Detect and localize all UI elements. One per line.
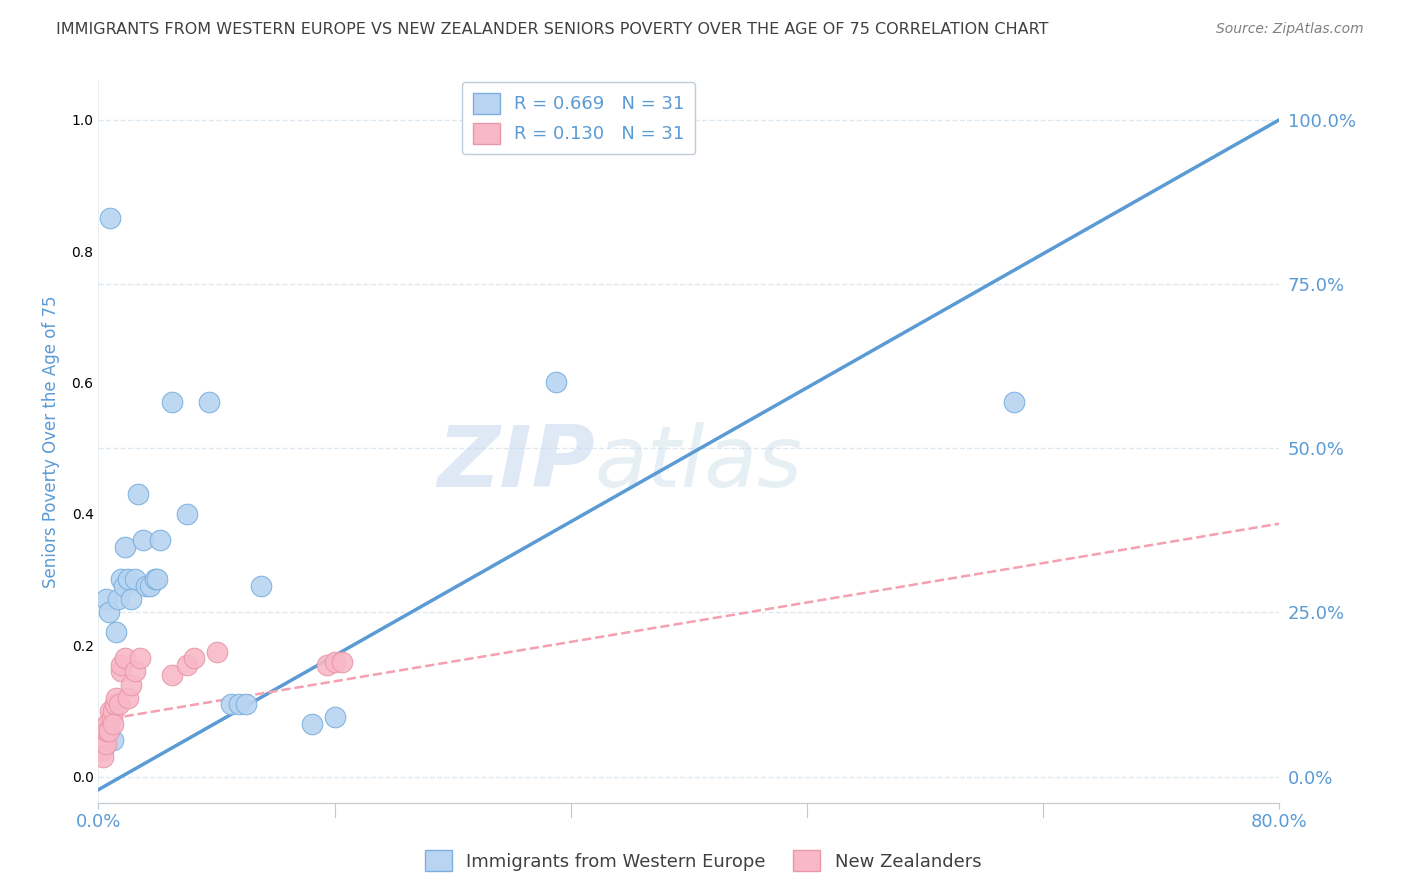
Point xyxy=(97,723,120,738)
Point xyxy=(235,698,257,712)
Point xyxy=(98,704,121,718)
Point xyxy=(124,573,146,587)
Legend: R = 0.669   N = 31, R = 0.130   N = 31: R = 0.669 N = 31, R = 0.130 N = 31 xyxy=(461,82,696,154)
Point xyxy=(93,730,115,744)
Point xyxy=(323,710,346,724)
Point xyxy=(205,645,228,659)
Point xyxy=(198,395,221,409)
Point xyxy=(96,717,118,731)
Point xyxy=(89,743,111,757)
Point xyxy=(546,376,568,390)
Point xyxy=(91,749,114,764)
Text: IMMIGRANTS FROM WESTERN EUROPE VS NEW ZEALANDER SENIORS POVERTY OVER THE AGE OF : IMMIGRANTS FROM WESTERN EUROPE VS NEW ZE… xyxy=(56,22,1049,37)
Point xyxy=(96,723,118,738)
Point xyxy=(301,717,323,731)
Point xyxy=(103,704,125,718)
Point xyxy=(132,533,155,547)
Text: atlas: atlas xyxy=(595,422,803,505)
Point xyxy=(110,665,132,679)
Legend: Immigrants from Western Europe, New Zealanders: Immigrants from Western Europe, New Zeal… xyxy=(418,843,988,879)
Point xyxy=(250,579,273,593)
Text: Source: ZipAtlas.com: Source: ZipAtlas.com xyxy=(1216,22,1364,37)
Point xyxy=(149,533,172,547)
Point xyxy=(128,651,150,665)
Point xyxy=(94,723,117,738)
Point xyxy=(110,573,132,587)
Point xyxy=(108,698,131,712)
Point xyxy=(104,698,127,712)
Text: ZIP: ZIP xyxy=(437,422,595,505)
Point xyxy=(183,651,205,665)
Point xyxy=(143,573,166,587)
Point xyxy=(117,573,139,587)
Point xyxy=(91,743,114,757)
Point xyxy=(1002,395,1025,409)
Point xyxy=(146,573,169,587)
Point xyxy=(323,655,346,669)
Point xyxy=(117,690,139,705)
Point xyxy=(105,690,128,705)
Point xyxy=(139,579,162,593)
Point xyxy=(127,487,149,501)
Point xyxy=(221,698,243,712)
Point xyxy=(98,211,121,226)
Point xyxy=(228,698,250,712)
Point xyxy=(120,677,142,691)
Point xyxy=(94,592,117,607)
Point xyxy=(162,395,183,409)
Point xyxy=(162,667,183,681)
Point xyxy=(112,579,135,593)
Y-axis label: Seniors Poverty Over the Age of 75: Seniors Poverty Over the Age of 75 xyxy=(42,295,60,588)
Point xyxy=(105,625,128,640)
Point xyxy=(114,651,136,665)
Point xyxy=(135,579,157,593)
Point xyxy=(110,657,132,672)
Point xyxy=(97,605,120,619)
Point xyxy=(316,657,339,672)
Point xyxy=(124,665,146,679)
Point xyxy=(94,737,117,751)
Point xyxy=(114,540,136,554)
Point xyxy=(176,507,198,521)
Point xyxy=(103,733,125,747)
Point xyxy=(330,655,353,669)
Point xyxy=(107,592,129,607)
Point xyxy=(91,737,114,751)
Point xyxy=(90,737,112,751)
Point xyxy=(103,717,125,731)
Point xyxy=(176,657,198,672)
Point xyxy=(100,710,122,724)
Point xyxy=(120,592,142,607)
